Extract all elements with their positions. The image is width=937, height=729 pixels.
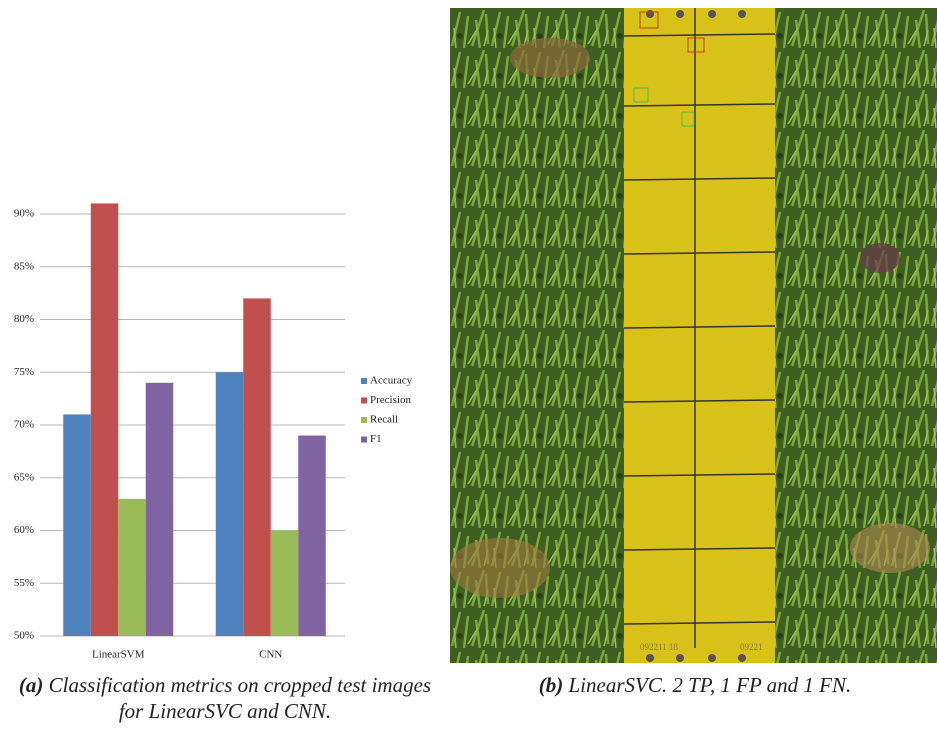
- caption: (b) LinearSVC. 2 TP, 1 FP and 1 FN.: [455, 672, 935, 698]
- leaf: [850, 523, 930, 573]
- bar: [216, 372, 244, 636]
- y-tick-label: 55%: [14, 577, 34, 589]
- y-tick-label: 75%: [14, 366, 34, 378]
- bar: [63, 414, 91, 636]
- photo: 092211 18 09221: [450, 8, 937, 663]
- y-tick-label: 70%: [14, 419, 34, 431]
- bar: [243, 298, 271, 636]
- page: 50% 55% 60% 65% 70% 75% 80% 85% 90% LinearSVM CNN A…: [0, 0, 937, 729]
- bar: [146, 383, 174, 636]
- legend-swatch: [361, 437, 367, 443]
- y-tick-label: 60%: [14, 524, 34, 536]
- legend-label: Precision: [370, 394, 411, 406]
- bar: [271, 531, 299, 637]
- bar: [298, 436, 326, 636]
- strip-label: 09221: [740, 642, 763, 652]
- x-tick-label: LinearSVM: [92, 649, 145, 661]
- leaf: [510, 38, 590, 78]
- y-tick-label: 90%: [14, 208, 34, 220]
- caption-text: Classification metrics on cropped test i…: [49, 673, 431, 723]
- strip-label: 092211 18: [640, 642, 678, 652]
- caption-label: (b): [539, 673, 564, 697]
- y-tick-label: 65%: [14, 471, 34, 483]
- caption-label: (a): [19, 673, 44, 697]
- legend-label: F1: [370, 433, 382, 445]
- chart: 50% 55% 60% 65% 70% 75% 80% 85% 90% LinearSVM CNN A…: [0, 0, 440, 670]
- legend-swatch: [361, 378, 367, 384]
- y-tick-label: 85%: [14, 260, 34, 272]
- legend-swatch: [361, 398, 367, 404]
- caption-text: LinearSVC. 2 TP, 1 FP and 1 FN.: [568, 673, 851, 697]
- legend-label: Recall: [370, 414, 398, 426]
- legend-label: Accuracy: [370, 375, 413, 387]
- y-tick-label: 50%: [14, 630, 34, 642]
- flower: [860, 243, 900, 273]
- legend-swatch: [361, 417, 367, 423]
- leaf: [450, 538, 550, 598]
- caption: (a) Classification metrics on cropped te…: [10, 672, 440, 724]
- bar: [91, 203, 119, 636]
- bar: [118, 499, 146, 636]
- x-tick-label: CNN: [259, 649, 282, 661]
- y-tick-label: 80%: [14, 313, 34, 325]
